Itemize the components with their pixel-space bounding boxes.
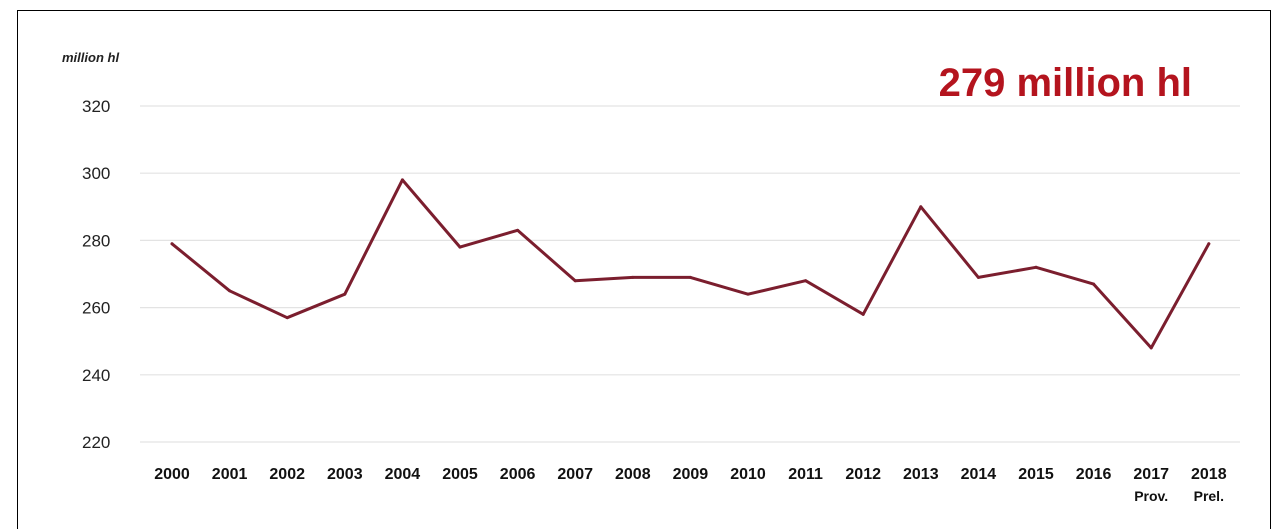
x-tick-label: 2014 <box>961 466 997 483</box>
x-tick-label: 2007 <box>557 466 593 483</box>
data-point-2001 <box>228 289 232 293</box>
x-tick-label: 2015 <box>1018 466 1054 483</box>
x-tick-label: 2010 <box>730 466 766 483</box>
data-point-2010 <box>746 292 750 296</box>
data-point-2000 <box>170 242 174 246</box>
data-point-2015 <box>1034 265 1038 269</box>
x-tick-label: 2005 <box>442 466 478 483</box>
y-tick-label: 240 <box>82 366 110 385</box>
x-tick-label: 2003 <box>327 466 363 483</box>
x-tick-label: 2008 <box>615 466 651 483</box>
data-point-2013 <box>919 205 923 209</box>
data-point-2017 <box>1149 346 1153 350</box>
data-point-2016 <box>1092 282 1096 286</box>
y-tick-label: 280 <box>82 231 110 250</box>
data-point-2018 <box>1207 242 1211 246</box>
data-point-2006 <box>516 228 520 232</box>
x-tick-label: 2001 <box>212 466 248 483</box>
x-tick-label: 2017 <box>1133 466 1169 483</box>
x-tick-label: 2004 <box>385 466 421 483</box>
y-unit-label: million hl <box>62 50 119 65</box>
series-line <box>170 178 1211 350</box>
data-point-2012 <box>861 312 865 316</box>
data-point-2003 <box>343 292 347 296</box>
x-tick-label: 2011 <box>788 466 823 483</box>
x-tick-label: 2006 <box>500 466 536 483</box>
headline-value: 279 million hl <box>939 61 1192 105</box>
data-point-2014 <box>976 275 980 279</box>
chart-frame <box>17 10 1271 529</box>
y-tick-label: 300 <box>82 164 110 183</box>
data-point-2005 <box>458 245 462 249</box>
data-point-2002 <box>285 316 289 320</box>
x-tick-label: 2009 <box>673 466 709 483</box>
data-point-2007 <box>573 279 577 283</box>
x-tick-label: 2000 <box>154 466 190 483</box>
x-sublabel-2018: Prel. <box>1194 488 1224 504</box>
y-tick-label: 220 <box>82 433 110 452</box>
data-point-2011 <box>804 279 808 283</box>
y-tick-label: 320 <box>82 97 110 116</box>
y-tick-label: 260 <box>82 299 110 318</box>
x-tick-label: 2013 <box>903 466 939 483</box>
x-sublabel-2017: Prov. <box>1134 488 1168 504</box>
x-tick-label: 2016 <box>1076 466 1112 483</box>
data-point-2009 <box>688 275 692 279</box>
data-point-2004 <box>400 178 404 182</box>
x-tick-label: 2018 <box>1191 466 1227 483</box>
data-point-2008 <box>631 275 635 279</box>
x-tick-label: 2012 <box>845 466 881 483</box>
x-tick-label: 2002 <box>269 466 305 483</box>
